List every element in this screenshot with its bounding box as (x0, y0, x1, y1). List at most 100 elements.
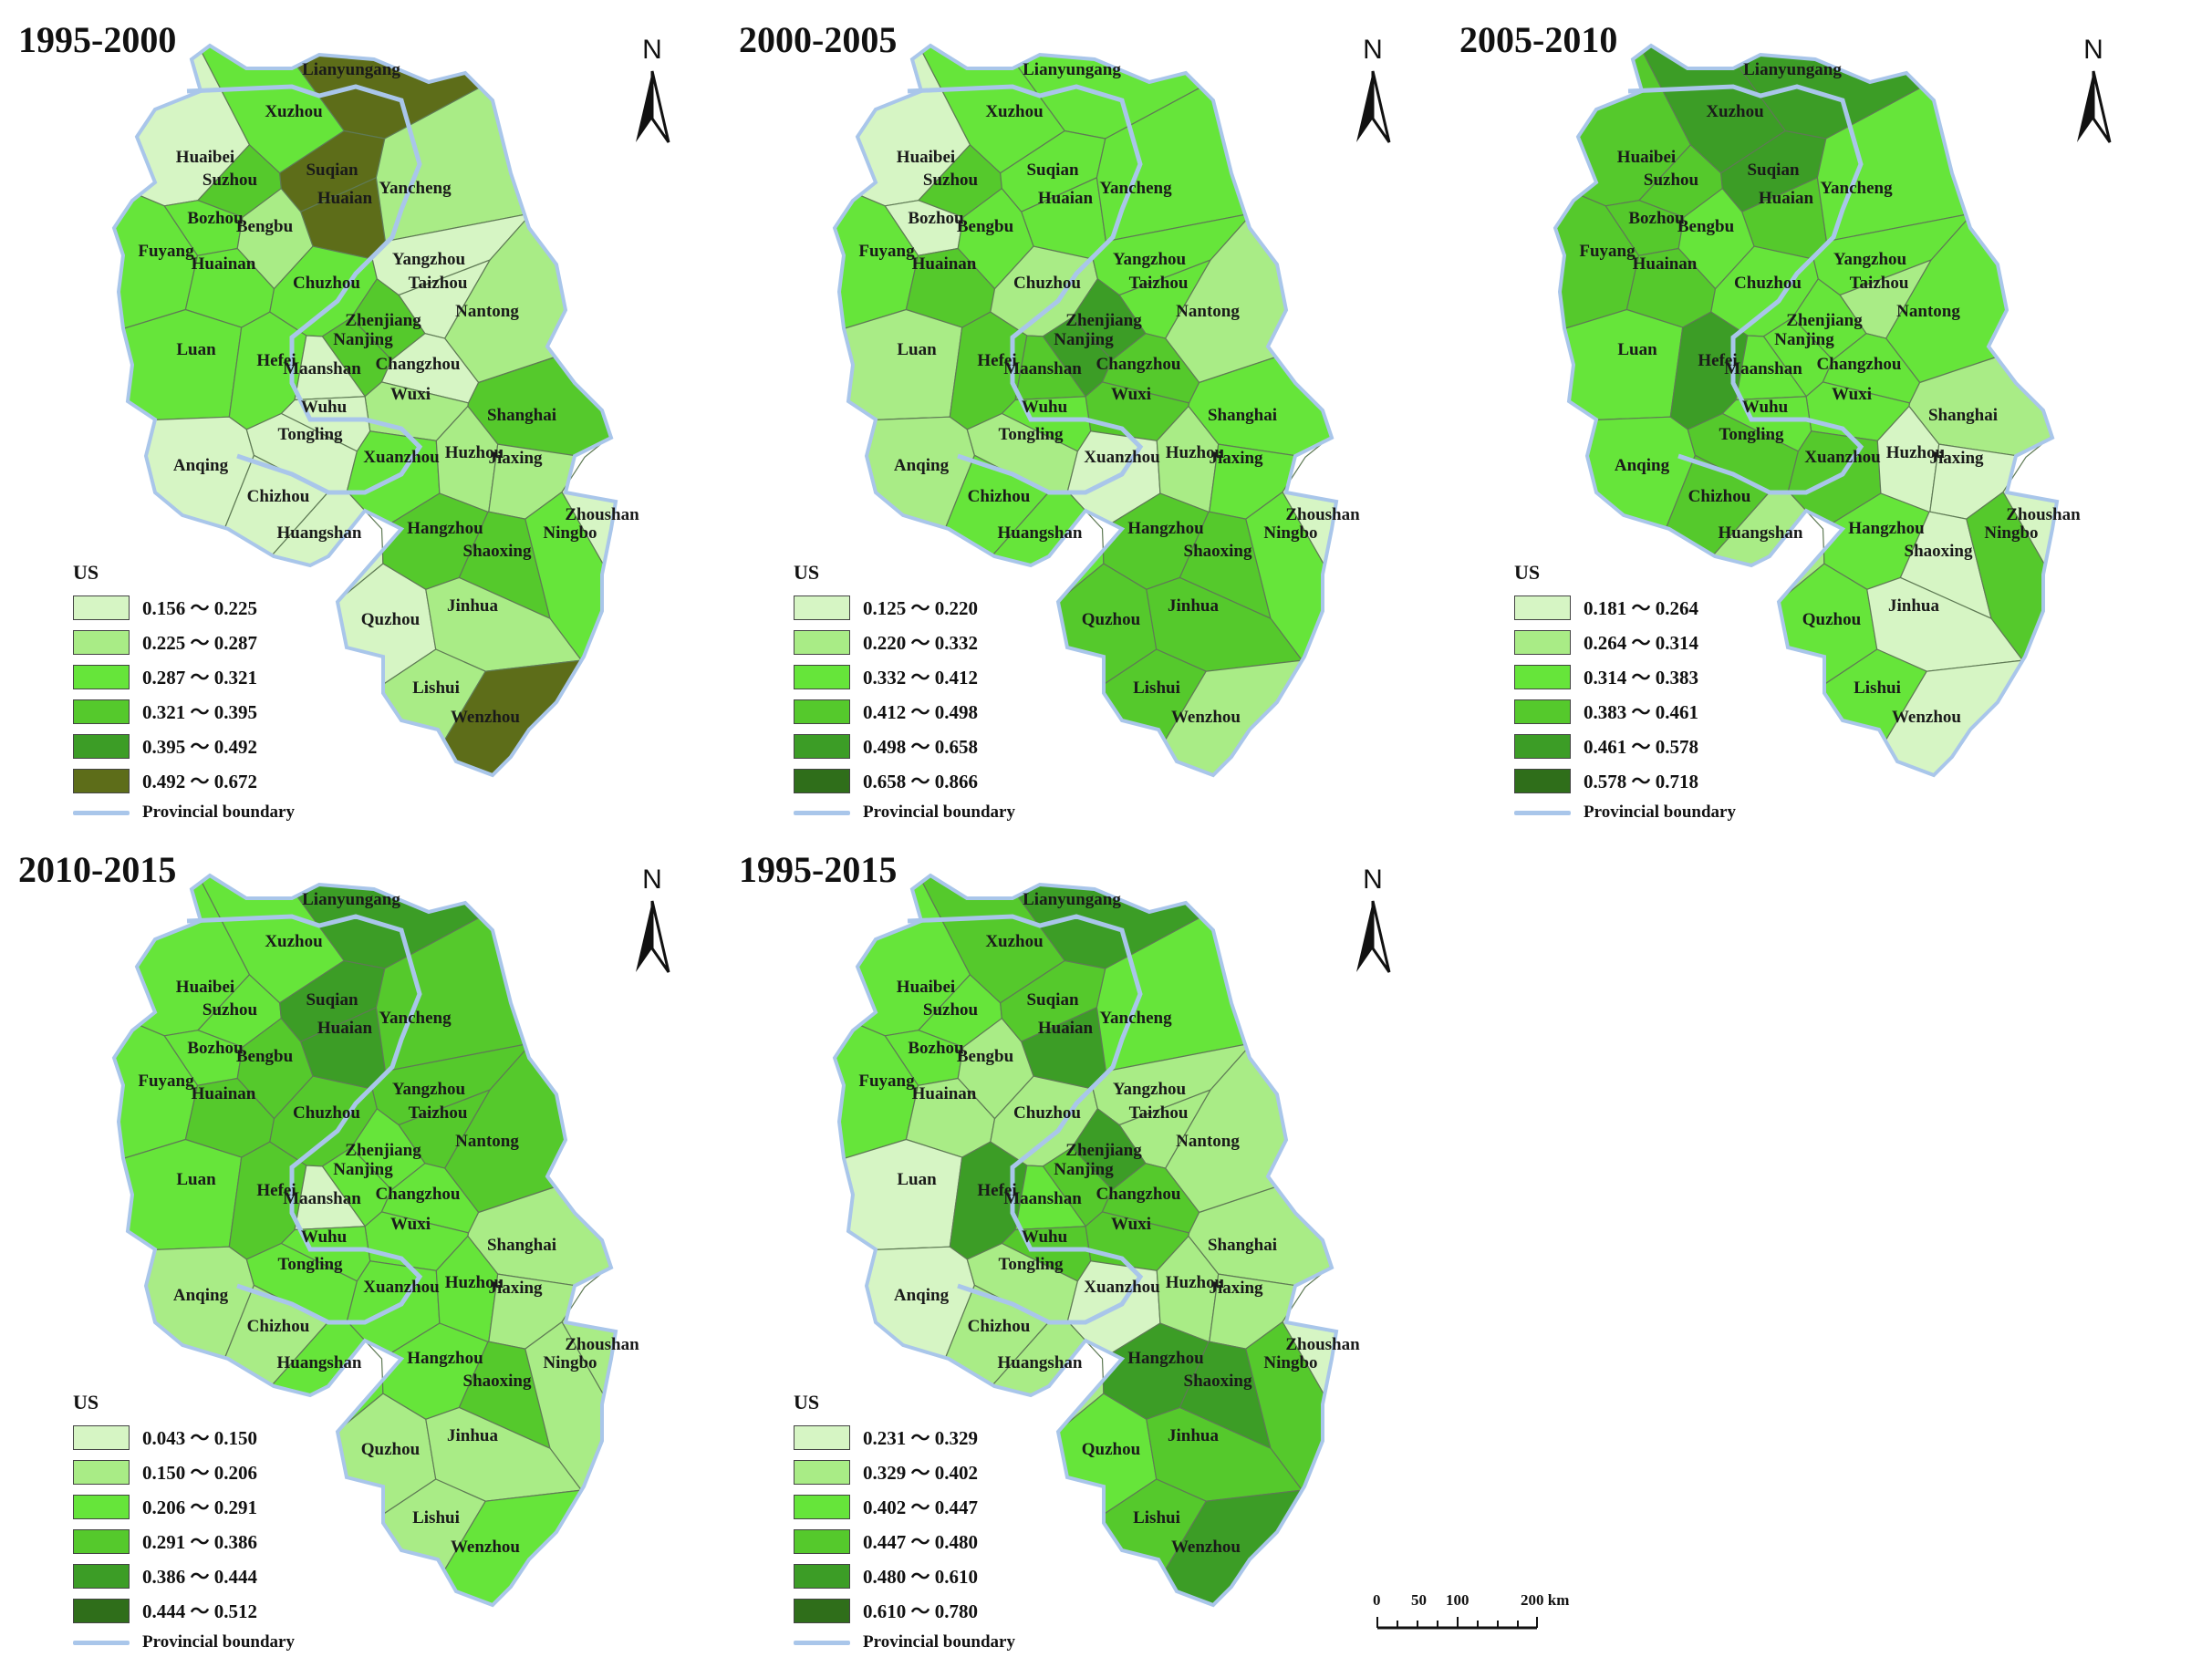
legend-range-label: 0.492 ～ 0.672 (142, 771, 257, 792)
legend-row: 0.412 ～ 0.498 (794, 694, 1067, 729)
city-label-hefei: Hefei (977, 351, 1016, 370)
city-label-shaoxing: Shaoxing (463, 1372, 532, 1391)
city-label-huangshan: Huangshan (277, 1353, 362, 1372)
city-label-wenzhou: Wenzhou (1171, 708, 1241, 727)
city-label-tongling: Tongling (1719, 425, 1784, 444)
city-label-hangzhou: Hangzhou (407, 1349, 483, 1368)
city-label-yangzhou: Yangzhou (1833, 250, 1907, 269)
city-label-nanjing: Nanjing (1054, 1160, 1114, 1179)
city-label-nantong: Nantong (455, 1132, 519, 1151)
city-label-huaian: Huaian (1038, 1019, 1094, 1038)
legend-row: 0.610 ～ 0.780 (794, 1593, 1067, 1628)
city-label-taizhou: Taizhou (1129, 1103, 1189, 1123)
city-label-hangzhou: Hangzhou (407, 519, 483, 538)
city-label-tongling: Tongling (998, 425, 1064, 444)
city-label-chuzhou: Chuzhou (293, 274, 360, 293)
legend-swatch (794, 1424, 850, 1450)
city-label-wuxi: Wuxi (390, 385, 431, 404)
city-label-ningbo: Ningbo (543, 1353, 597, 1372)
legend-row: 0.156 ～ 0.225 (73, 590, 347, 625)
city-label-bengbu: Bengbu (957, 217, 1014, 236)
city-label-yancheng: Yancheng (379, 179, 452, 198)
city-label-luan: Luan (897, 340, 937, 359)
legend-row: 0.578 ～ 0.718 (1514, 763, 1788, 798)
legend-range-label: 0.395 ～ 0.492 (142, 736, 257, 758)
city-label-wuxi: Wuxi (1111, 385, 1151, 404)
city-label-xuanzhou: Xuanzhou (1804, 448, 1881, 467)
city-label-tongling: Tongling (277, 1255, 343, 1274)
city-label-huainan: Huainan (912, 1084, 977, 1103)
legend-row: 0.329 ～ 0.402 (794, 1455, 1067, 1489)
north-arrow-icon: N (1336, 35, 1409, 162)
legend-row: 0.461 ～ 0.578 (1514, 729, 1788, 763)
legend-swatch (73, 1598, 130, 1623)
legend-swatch (1514, 699, 1571, 724)
legend-row: 0.386 ～ 0.444 (73, 1559, 347, 1593)
legend-row: 0.444 ～ 0.512 (73, 1593, 347, 1628)
legend-row: 0.492 ～ 0.672 (73, 763, 347, 798)
city-label-maanshan: Maanshan (283, 359, 361, 378)
legend-title: US (794, 561, 820, 584)
legend-boundary-row: Provincial boundary (794, 1628, 1067, 1657)
city-label-anqing: Anqing (173, 456, 229, 475)
city-label-chizhou: Chizhou (968, 487, 1031, 506)
legend-swatch (73, 699, 130, 724)
legend-row: 0.658 ～ 0.866 (794, 763, 1067, 798)
city-label-wenzhou: Wenzhou (1892, 708, 1961, 727)
legend-row: 0.125 ～ 0.220 (794, 590, 1067, 625)
city-label-suqian: Suqian (1026, 990, 1078, 1010)
legend-row: 0.225 ～ 0.287 (73, 625, 347, 659)
legend-range-label: 0.383 ～ 0.461 (1584, 701, 1698, 723)
boundary-line-icon (794, 1640, 850, 1645)
city-label-bozhou: Bozhou (1628, 209, 1685, 228)
city-label-jinhua: Jinhua (1168, 596, 1219, 616)
legend-swatch (794, 1563, 850, 1589)
legend-swatch (794, 768, 850, 793)
city-label-ningbo: Ningbo (1263, 523, 1317, 543)
legend-row: 0.447 ～ 0.480 (794, 1524, 1067, 1559)
city-label-shanghai: Shanghai (1208, 406, 1277, 425)
city-label-chuzhou: Chuzhou (1734, 274, 1802, 293)
legend-title: US (73, 1391, 99, 1414)
city-label-fuyang: Fuyang (858, 1072, 915, 1091)
legend-range-label: 0.447 ～ 0.480 (863, 1531, 978, 1553)
city-label-bozhou: Bozhou (908, 1039, 964, 1058)
map-panel-2010-2015: 2010-2015 Lianyungang Xuzhou Huaibei Suzhou… (18, 848, 730, 1652)
provincial-boundary (907, 914, 1144, 1325)
city-label-suqian: Suqian (306, 161, 358, 180)
legend-swatch (1514, 664, 1571, 689)
legend-swatch (794, 1494, 850, 1519)
city-label-quzhou: Quzhou (1082, 610, 1141, 629)
city-label-nantong: Nantong (1176, 302, 1240, 321)
city-label-changzhou: Changzhou (376, 355, 461, 374)
legend-title: US (794, 1391, 820, 1414)
map-panel-2000-2005: 2000-2005 Lianyungang Xuzhou Huaibei Suzhou… (739, 18, 1450, 822)
city-label-xuzhou: Xuzhou (265, 932, 323, 951)
city-label-yangzhou: Yangzhou (392, 1080, 466, 1099)
choropleth-map: Lianyungang Xuzhou Huaibei Suzhou Suqian Huai… (111, 873, 639, 1608)
choropleth-map: Lianyungang Xuzhou Huaibei Suzhou Suqian Huai… (832, 873, 1360, 1608)
legend-swatch (73, 1563, 130, 1589)
city-label-huangshan: Huangshan (998, 523, 1083, 543)
city-label-yancheng: Yancheng (1099, 1009, 1172, 1028)
city-label-lishui: Lishui (1133, 678, 1180, 698)
legend-range-label: 0.043 ～ 0.150 (142, 1427, 257, 1449)
legend-range-label: 0.314 ～ 0.383 (1584, 667, 1698, 689)
north-arrow-icon: N (1336, 865, 1409, 992)
legend-swatch (73, 1494, 130, 1519)
city-label-jinhua: Jinhua (447, 596, 498, 616)
legend: US 0.125 ～ 0.220 0.220 ～ 0.332 0.332 ～ 0.41… (794, 561, 1067, 827)
city-label-hefei: Hefei (256, 1181, 296, 1200)
scale-mark: 200 km (1521, 1591, 1570, 1609)
city-label-chizhou: Chizhou (1688, 487, 1751, 506)
city-label-wuxi: Wuxi (1832, 385, 1872, 404)
legend-swatch (73, 1424, 130, 1450)
city-label-suqian: Suqian (306, 990, 358, 1010)
city-label-luan: Luan (897, 1170, 937, 1189)
city-label-nanjing: Nanjing (333, 1160, 393, 1179)
city-label-fuyang: Fuyang (138, 1072, 194, 1091)
scale-mark: 100 (1446, 1591, 1469, 1609)
legend-swatch (794, 629, 850, 655)
legend-row: 0.383 ～ 0.461 (1514, 694, 1788, 729)
legend-swatch (73, 1459, 130, 1485)
